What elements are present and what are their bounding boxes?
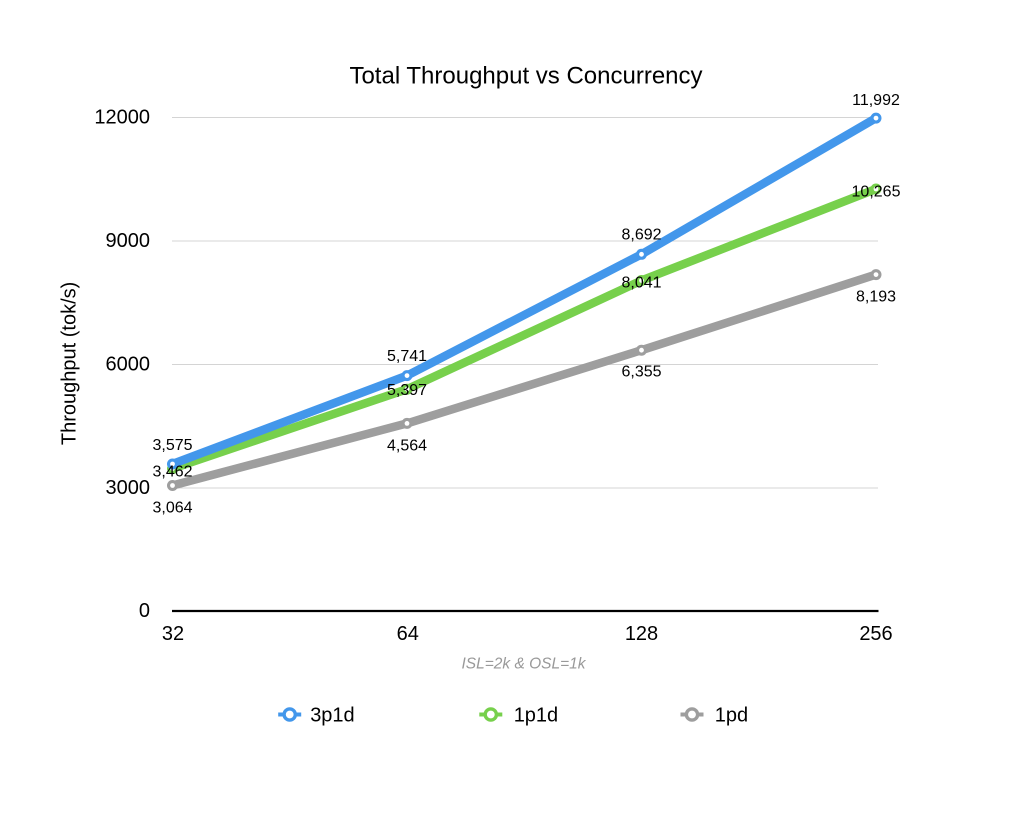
svg-text:1p1d: 1p1d — [514, 704, 559, 726]
svg-text:256: 256 — [859, 623, 892, 645]
svg-text:8,193: 8,193 — [856, 288, 896, 305]
svg-text:Total Throughput vs Concurrenc: Total Throughput vs Concurrency — [349, 63, 702, 90]
svg-text:3,575: 3,575 — [152, 437, 192, 454]
svg-text:3000: 3000 — [106, 477, 151, 499]
svg-text:12000: 12000 — [94, 107, 150, 129]
svg-text:128: 128 — [625, 623, 658, 645]
svg-text:32: 32 — [162, 623, 184, 645]
svg-text:10,265: 10,265 — [852, 183, 901, 200]
svg-text:3,462: 3,462 — [152, 464, 192, 481]
svg-text:8,692: 8,692 — [621, 227, 661, 244]
svg-text:5,741: 5,741 — [387, 348, 427, 365]
svg-text:64: 64 — [397, 623, 419, 645]
svg-text:5,397: 5,397 — [387, 382, 427, 399]
svg-text:8,041: 8,041 — [621, 275, 661, 292]
svg-text:11,992: 11,992 — [852, 92, 900, 109]
svg-text:1pd: 1pd — [715, 704, 748, 726]
svg-text:9000: 9000 — [106, 230, 151, 252]
svg-text:3p1d: 3p1d — [310, 704, 355, 726]
svg-text:6,355: 6,355 — [621, 364, 661, 381]
svg-text:Throughput (tok/s): Throughput (tok/s) — [59, 282, 81, 445]
svg-text:4,564: 4,564 — [387, 438, 427, 455]
svg-text:3,064: 3,064 — [152, 499, 192, 516]
svg-text:0: 0 — [139, 600, 150, 622]
svg-text:ISL=2k & OSL=1k: ISL=2k & OSL=1k — [461, 655, 586, 672]
svg-text:6000: 6000 — [106, 354, 151, 376]
